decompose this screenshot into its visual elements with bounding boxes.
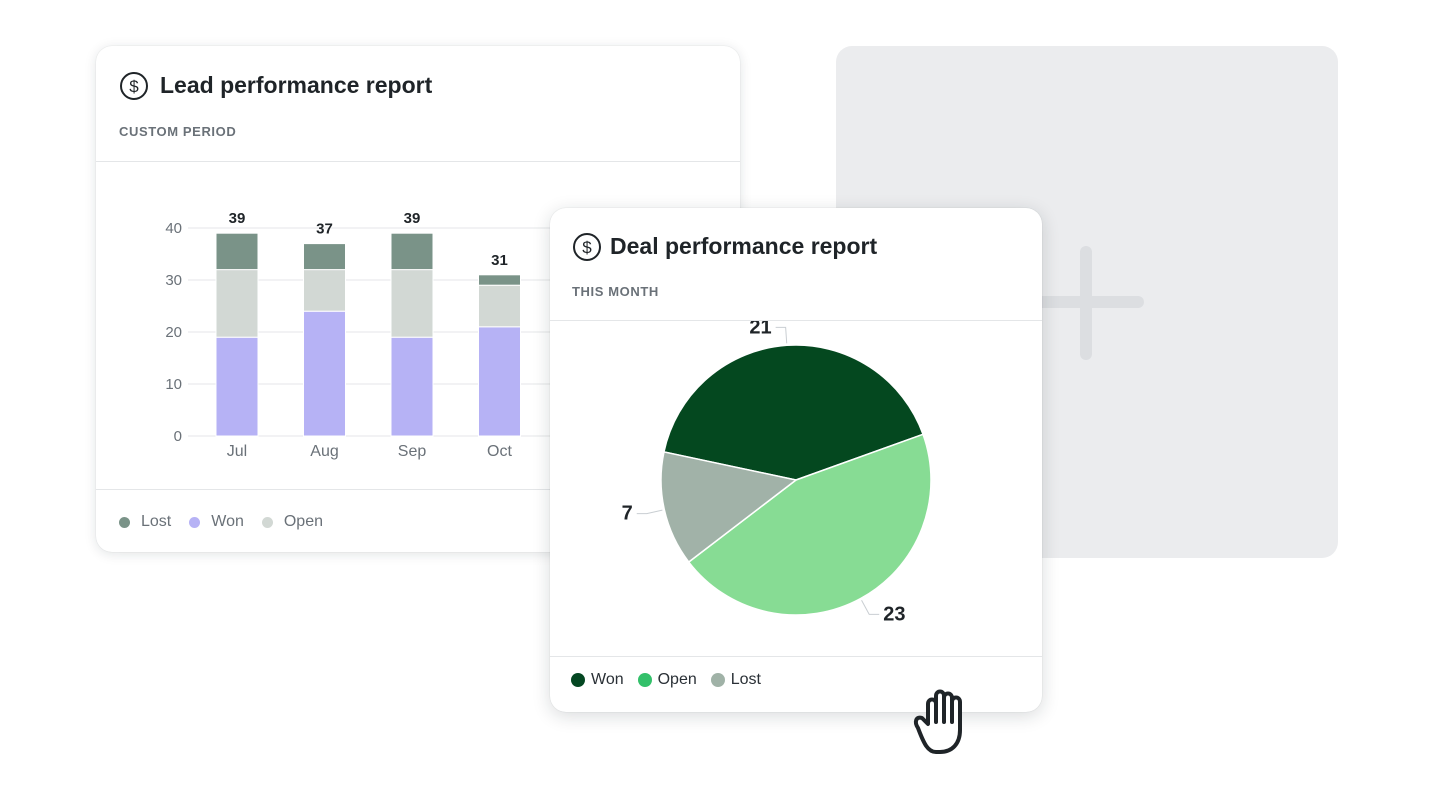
pie-slice-won [663,344,925,481]
deal-pie-chart: 21 23 7 [622,321,932,625]
legend-item-lost: Lost [119,513,171,531]
divider [550,656,1042,657]
x-tick-label: Aug [310,443,338,460]
x-tick-label: Oct [487,443,512,460]
lead-report-period: CUSTOM PERIOD [119,124,237,139]
legend-dot [261,516,273,528]
deal-report-period: THIS MONTH [572,284,659,299]
bar-total-label: 39 [404,210,421,227]
pie-leader-line [861,600,880,615]
divider [96,161,740,162]
legend-item-lost: Lost [710,671,761,689]
pie-data-label: 7 [622,503,633,525]
legend-dot [637,673,652,687]
legend-item-won: Won [189,513,244,531]
lead-legend: Lost Won Open [119,513,341,531]
lead-report-title: Lead performance report [160,72,433,98]
grab-hand-icon [913,689,962,754]
pie-leader-line [775,326,788,344]
dollar-circle-icon: $ [120,72,148,100]
bar-segment-won [303,310,346,437]
legend-dot [710,673,725,687]
bar-segment-won [478,326,521,437]
bar-total-label: 37 [316,221,333,238]
bar-segment-open [390,269,434,338]
legend-label: Lost [141,513,172,530]
bar-segment-lost [478,274,521,286]
bar-segment-won [215,336,259,437]
legend-item-won: Won [571,671,624,689]
legend-dot [119,516,130,528]
svg-text:$: $ [129,77,139,96]
pie-leader-line [636,509,663,515]
dollar-circle-icon: $ [573,233,601,261]
legend-label: Open [283,513,323,530]
x-tick-label: Sep [398,443,427,460]
deal-report-title: Deal performance report [610,233,878,259]
bar-segment-lost [390,232,434,271]
y-tick-label: 40 [165,220,182,237]
pie-data-label: 21 [749,321,771,338]
legend-item-open: Open [637,671,697,689]
lead-bar-chart: 0 10 20 30 40 39 Jul 37 Aug 39 Sep 31 Oct [165,210,736,460]
bar-segment-lost [303,243,346,271]
x-tick-label: Jul [227,443,247,460]
deal-performance-report-card[interactable]: $ Deal performance report THIS MONTH 21 2… [550,208,1042,712]
y-tick-label: 10 [165,376,182,393]
bar-segment-open [478,284,521,328]
divider [550,320,1042,321]
svg-text:$: $ [582,238,592,257]
pie-data-label: 23 [883,603,905,625]
bar-segment-open [303,269,346,312]
y-tick-label: 20 [165,324,182,341]
bar-segment-won [390,336,434,437]
legend-label: Won [591,671,624,688]
legend-dot [189,516,201,528]
divider [96,489,740,490]
bar-total-label: 39 [229,210,246,227]
legend-dot [571,673,585,687]
bar-total-label: 31 [491,252,508,269]
bar-segment-open [215,269,259,338]
pie-slice-open [687,433,932,616]
legend-item-open: Open [261,513,323,531]
legend-label: Lost [730,671,761,688]
pie-slice-lost [660,451,798,564]
y-tick-label: 30 [165,272,182,289]
bar-segment-lost [215,232,259,271]
legend-label: Open [657,671,697,688]
legend-label: Won [211,513,244,530]
deal-legend: Won Open Lost [571,671,775,689]
y-tick-label: 0 [174,428,182,445]
